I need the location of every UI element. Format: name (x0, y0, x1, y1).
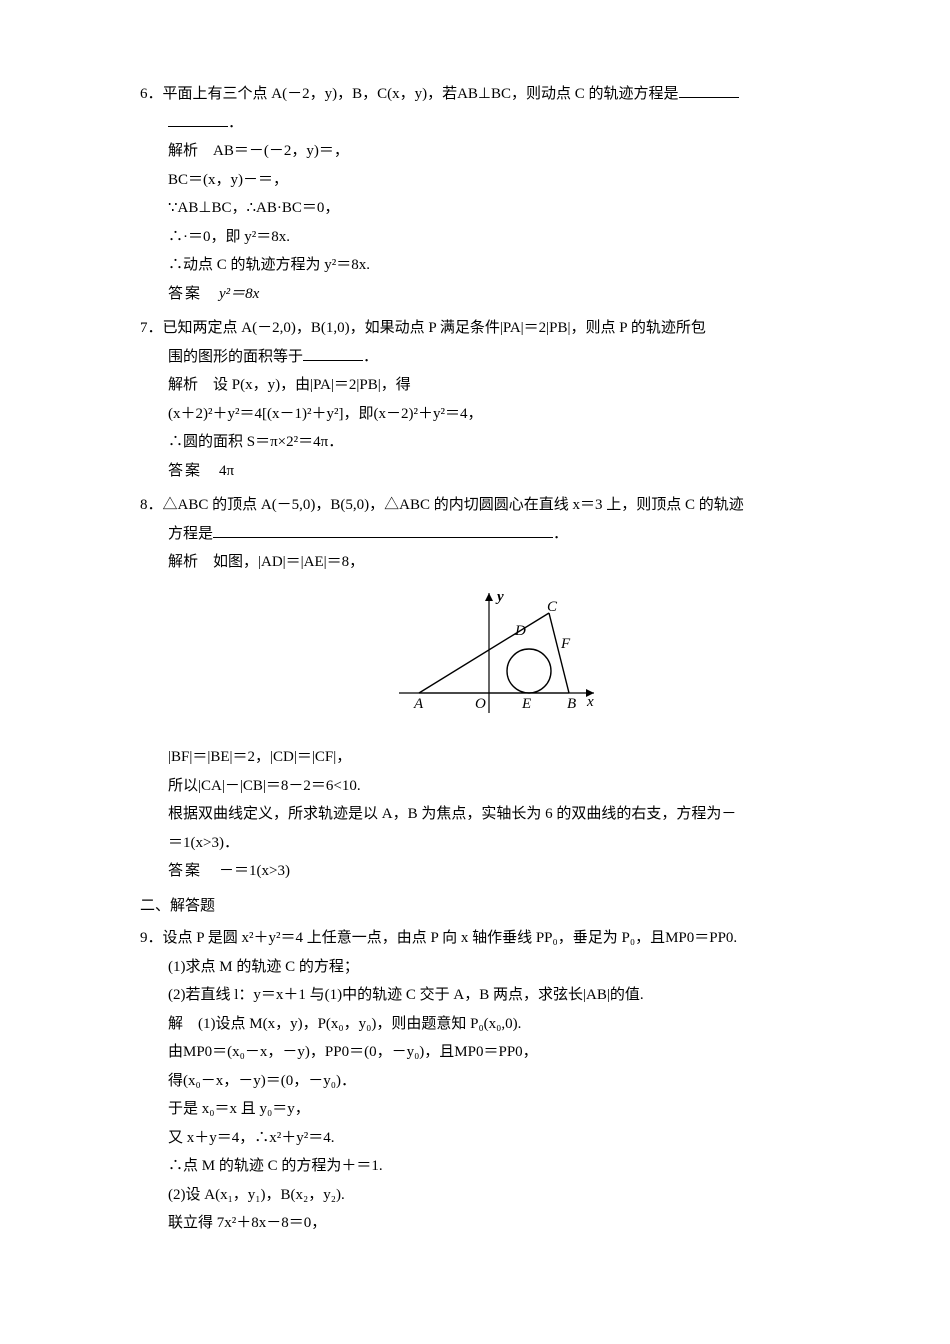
label-e: E (521, 696, 531, 712)
solution-line: 解析 设 P(x，y)，由|PA|＝2|PB|，得 (168, 371, 830, 400)
subquestion-1: (1)求点 M 的轨迹 C 的方程； (168, 953, 830, 982)
label-f: F (560, 636, 571, 652)
segment-ac (419, 613, 549, 693)
solution-line: ＝1(x>3)． (168, 829, 830, 858)
solution-line: 又 x＋y＝4，∴x²＋y²＝4. (168, 1124, 830, 1153)
solution-line: (2)设 A(x₁，y₁)，B(x₂，y₂). (168, 1181, 830, 1210)
subquestion-2: (2)若直线 l：y＝x＋1 与(1)中的轨迹 C 交于 A，B 两点，求弦长|… (168, 981, 830, 1010)
solution-line: 解析 如图，|AD|＝|AE|＝8， (168, 548, 830, 577)
diagram-triangle-incircle: A O E B x y D C F (168, 583, 830, 734)
section-heading: 二、解答题 (140, 892, 830, 921)
solution-line: 由MP0＝(x₀－x，－y)，PP0＝(0，－y₀)，且MP0＝PP0， (168, 1038, 830, 1067)
label-d: D (514, 623, 526, 639)
solution-line: 所以|CA|－|CB|＝8－2＝6<10. (168, 772, 830, 801)
solution-line: ∵AB⊥BC，∴AB·BC＝0， (168, 194, 830, 223)
problem-8: 8．△ABC 的顶点 A(－5,0)，B(5,0)，△ABC 的内切圆圆心在直线… (140, 491, 830, 886)
fill-blank (303, 345, 363, 361)
incircle (507, 649, 551, 693)
problem-number: 6． (140, 86, 163, 102)
label-c: C (547, 599, 558, 615)
problem-number: 8． (140, 497, 163, 513)
answer-value: 4π (219, 463, 234, 479)
fill-blank (679, 82, 739, 98)
solution-line: ∴圆的面积 S＝π×2²＝4π． (168, 428, 830, 457)
solution-line: ∴动点 C 的轨迹方程为 y²＝8x. (168, 251, 830, 280)
solution-line: 于是 x₀＝x 且 y₀＝y， (168, 1095, 830, 1124)
problem-statement-line1: 已知两定点 A(－2,0)，B(1,0)，如果动点 P 满足条件|PA|＝2|P… (163, 320, 706, 336)
problem-number: 7． (140, 320, 163, 336)
fill-blank-long (213, 522, 553, 538)
problem-statement-line1: 设点 P 是圆 x²＋y²＝4 上任意一点，由点 P 向 x 轴作垂线 PP₀，… (163, 930, 738, 946)
problem-statement-line2: ． (228, 115, 243, 131)
answer-label: 答案 (168, 286, 219, 302)
problem-statement-line2: 方程是 (168, 526, 213, 542)
problem-number: 9． (140, 930, 163, 946)
solution-line: 得(x₀－x，－y)＝(0，－y₀)． (168, 1067, 830, 1096)
problem-statement-line2: 围的图形的面积等于 (168, 349, 303, 365)
answer-label: 答案 (168, 863, 219, 879)
solution-line: |BF|＝|BE|＝2，|CD|＝|CF|， (168, 743, 830, 772)
problem-statement-line1: 平面上有三个点 A(－2，y)，B，C(x，y)，若AB⊥BC，则动点 C 的轨… (163, 86, 679, 102)
solution-line: (x＋2)²＋y²＝4[(x－1)²＋y²]，即(x－2)²＋y²＝4， (168, 400, 830, 429)
problem-6: 6．平面上有三个点 A(－2，y)，B，C(x，y)，若AB⊥BC，则动点 C … (140, 80, 830, 308)
problem-statement-line3: ． (363, 349, 378, 365)
problem-statement-line3: ． (553, 526, 568, 542)
solution-line: 解析 AB＝－(－2，y)＝， (168, 137, 830, 166)
answer-value: y²＝8x (219, 286, 259, 302)
problem-9: 9．设点 P 是圆 x²＋y²＝4 上任意一点，由点 P 向 x 轴作垂线 PP… (140, 924, 830, 1238)
geometry-diagram: A O E B x y D C F (389, 583, 609, 723)
y-axis-arrow (485, 593, 493, 601)
solution-line: 联立得 7x²＋8x－8＝0， (168, 1209, 830, 1238)
solution-line: 解 (1)设点 M(x，y)，P(x₀，y₀)，则由题意知 P₀(x₀,0). (168, 1010, 830, 1039)
solution-line: BC＝(x，y)－＝， (168, 166, 830, 195)
label-a: A (413, 696, 424, 712)
problem-7: 7．已知两定点 A(－2,0)，B(1,0)，如果动点 P 满足条件|PA|＝2… (140, 314, 830, 485)
fill-blank-cont (168, 111, 228, 127)
label-x: x (586, 694, 594, 710)
answer-value: －＝1(x>3) (219, 863, 290, 879)
solution-line: 根据双曲线定义，所求轨迹是以 A，B 为焦点，实轴长为 6 的双曲线的右支，方程… (168, 800, 830, 829)
solution-line: ∴点 M 的轨迹 C 的方程为＋＝1. (168, 1152, 830, 1181)
label-b: B (567, 696, 576, 712)
segment-bc (549, 613, 569, 693)
answer-label: 答案 (168, 463, 219, 479)
solution-line: ∴·＝0，即 y²＝8x. (168, 223, 830, 252)
problem-statement-line1: △ABC 的顶点 A(－5,0)，B(5,0)，△ABC 的内切圆圆心在直线 x… (163, 497, 744, 513)
label-y: y (495, 589, 504, 605)
label-o: O (475, 696, 486, 712)
